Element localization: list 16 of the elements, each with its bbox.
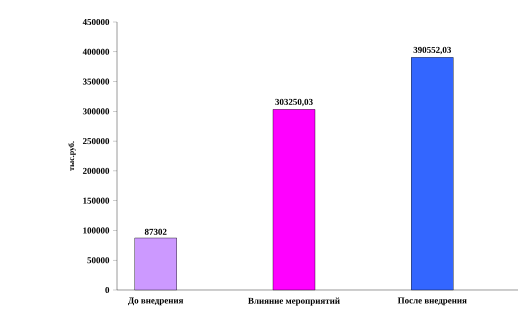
y-tick-label: 350000 [82, 78, 110, 85]
y-tick-label: 300000 [82, 108, 110, 114]
y-tick-label: 150000 [83, 198, 110, 204]
data-label: 303250,03 [275, 98, 313, 106]
data-label: 390552,03 [414, 46, 452, 54]
y-tick-label: 250000 [82, 138, 110, 144]
x-tick-label: Влияние мероприятий [248, 298, 340, 306]
y-tick-label: 50000 [87, 257, 110, 264]
y-tick-label: 200000 [82, 168, 110, 174]
data-label: 87302 [144, 228, 167, 235]
y-tick-label: 400000 [82, 48, 110, 55]
x-tick-label: До внедрения [128, 298, 184, 306]
y-tick-label: 0 [105, 286, 110, 294]
y-tick-label: 100000 [83, 227, 110, 234]
x-tick-label: После внедрения [398, 298, 467, 306]
y-tick-label: 450000 [82, 18, 110, 26]
